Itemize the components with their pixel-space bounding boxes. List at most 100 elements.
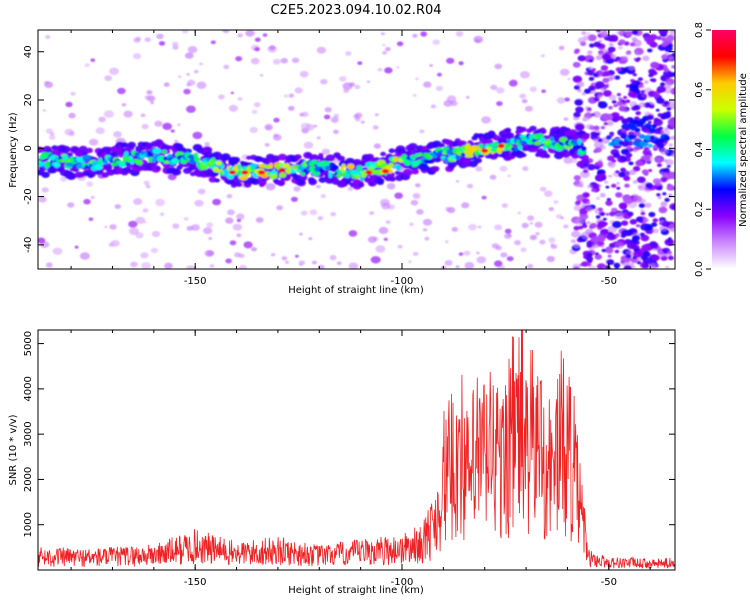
heatmap-cell — [606, 259, 615, 266]
heatmap-cell — [490, 84, 498, 90]
heatmap-cell — [38, 196, 47, 203]
heatmap-cell — [324, 166, 331, 171]
heatmap-cell — [432, 140, 442, 148]
colorbar-label: Normalized spectral amplitude — [738, 73, 749, 227]
heatmap-cell — [632, 149, 638, 153]
snr-panel: -150 -100 -50 1000 2000 3000 4000 5000 Height o… — [8, 329, 676, 596]
heatmap-cell — [449, 154, 458, 160]
heatmap-cell — [419, 129, 425, 134]
heatmap-cell — [269, 45, 276, 51]
heatmap-cell — [187, 46, 198, 54]
heatmap-cell — [279, 172, 287, 178]
heatmap-cell — [597, 71, 604, 76]
heatmap-cell — [250, 57, 260, 65]
heatmap-cell — [232, 223, 243, 231]
heatmap-cell — [583, 166, 589, 171]
heatmap-cell — [370, 256, 381, 264]
heatmap-cell — [382, 43, 386, 47]
heatmap-cell — [132, 53, 142, 60]
heatmap-cell — [618, 171, 626, 178]
heatmap-cell — [635, 111, 641, 116]
heatmap-cell — [575, 106, 584, 113]
heatmap-cell — [586, 32, 591, 35]
heatmap-cell — [311, 260, 317, 265]
heatmap-cell — [636, 176, 646, 184]
heatmap-cell — [309, 154, 320, 162]
heatmap-cell — [143, 180, 150, 186]
heatmap-cell — [361, 174, 367, 178]
heatmap-cell — [328, 171, 333, 179]
heatmap-cell — [86, 181, 94, 187]
heatmap-cell — [611, 100, 617, 104]
heatmap-cell — [520, 247, 527, 253]
snr-ytick-label: 5000 — [23, 331, 34, 356]
heatmap-cell — [655, 127, 662, 132]
heatmap-cell — [65, 101, 73, 108]
heatmap-cell — [582, 224, 588, 229]
heatmap-cell — [79, 252, 90, 260]
heatmap-cell — [337, 155, 346, 162]
heatmap-cell — [653, 117, 660, 122]
heatmap-cell — [300, 171, 306, 176]
heatmap-cell — [466, 183, 474, 189]
heatmap-cell — [589, 43, 595, 48]
heatmap-cell — [348, 230, 358, 237]
heatmap-cell — [620, 233, 626, 238]
heatmap-cell — [473, 35, 484, 44]
heatmap-cell — [620, 134, 627, 139]
heatmap-cell — [330, 116, 339, 123]
heatmap-cell — [666, 184, 675, 191]
heatmap-cell — [445, 207, 452, 212]
heatmap-cell — [299, 174, 308, 181]
heatmap-cell — [628, 65, 635, 71]
heatmap-cell — [121, 103, 127, 107]
heatmap-cell — [152, 148, 162, 154]
heatmap-cell — [294, 154, 302, 160]
heatmap-cell — [291, 57, 300, 63]
snr-ytick-label: 4000 — [23, 376, 34, 401]
heatmap-cell — [581, 154, 589, 161]
heatmap-cell — [613, 152, 621, 159]
heatmap-cell — [496, 87, 505, 94]
heatmap-cell — [521, 153, 527, 158]
heatmap-cell — [666, 106, 672, 111]
heatmap-cell — [226, 194, 233, 199]
heatmap-cell — [495, 245, 502, 251]
heatmap-cell — [288, 105, 295, 111]
heatmap-cell — [603, 222, 608, 226]
heatmap-cell — [464, 262, 475, 269]
heatmap-cell — [588, 265, 596, 269]
heatmap-cell — [209, 264, 215, 268]
heatmap-cell — [579, 184, 584, 188]
heatmap-cell — [151, 230, 161, 238]
heatmap-cell — [607, 254, 612, 258]
heatmap-cell — [654, 157, 663, 164]
heatmap-cell — [415, 77, 419, 81]
heatmap-cell — [171, 168, 182, 176]
heatmap-cell — [601, 53, 611, 61]
heatmap-cell — [269, 162, 274, 169]
heatmap-cell — [671, 151, 675, 158]
heatmap-cell — [589, 222, 598, 229]
heatmap-cell — [174, 139, 179, 143]
heatmap-cell — [629, 42, 636, 47]
heatmap-cell — [596, 234, 605, 242]
heatmap-cell — [354, 112, 363, 119]
heatmap-cell — [69, 130, 75, 135]
heatmap-cell — [186, 225, 194, 231]
heatmap-cell — [432, 166, 440, 172]
heatmap-cell — [611, 112, 620, 119]
heatmap-cell — [605, 200, 613, 206]
heatmap-cell — [615, 192, 623, 198]
heatmap-cell — [481, 195, 487, 200]
heatmap-cell — [279, 181, 285, 186]
heatmap-cell — [661, 77, 665, 80]
heatmap-cell — [623, 96, 628, 99]
heatmap-cell — [668, 56, 674, 61]
heatmap-cell — [603, 90, 612, 97]
heatmap-cell — [632, 80, 638, 85]
heatmap-cell — [308, 237, 313, 241]
heatmap-cell — [345, 51, 352, 56]
heatmap-cell — [356, 165, 363, 172]
heatmap-cell — [394, 192, 403, 199]
